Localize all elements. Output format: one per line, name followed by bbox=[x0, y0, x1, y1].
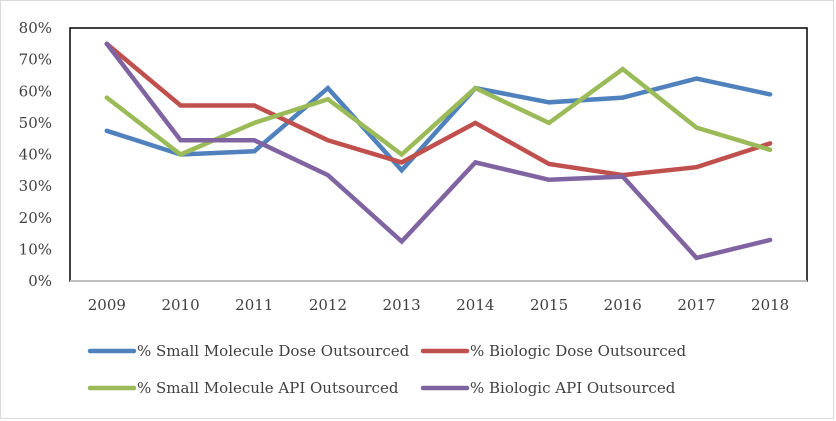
y-tick-label: 80% bbox=[19, 19, 52, 37]
x-tick-label: 2010 bbox=[161, 296, 199, 314]
x-tick-label: 2014 bbox=[456, 296, 494, 314]
legend-label: % Biologic Dose Outsourced bbox=[470, 342, 686, 360]
legend-label: % Small Molecule API Outsourced bbox=[137, 379, 399, 397]
x-axis: 2009 2010 2011 2012 2013 2014 2015 2016 2017 2018 bbox=[88, 296, 789, 314]
legend-item[interactable]: % Biologic Dose Outsourced bbox=[420, 342, 686, 360]
x-tick-label: 2018 bbox=[751, 296, 789, 314]
x-tick-label: 2011 bbox=[235, 296, 273, 314]
y-tick-label: 50% bbox=[19, 114, 52, 132]
legend-label: % Biologic API Outsourced bbox=[470, 379, 676, 397]
series-lines bbox=[104, 41, 773, 261]
y-tick-label: 60% bbox=[19, 82, 52, 100]
legend-item[interactable]: % Small Molecule API Outsourced bbox=[87, 379, 399, 397]
series-line-4 bbox=[104, 41, 773, 261]
y-axis: 0% 10% 20% 30% 40% 50% 60% 70% 80% bbox=[19, 19, 52, 290]
x-tick-label: 2017 bbox=[677, 296, 715, 314]
series-line-2 bbox=[104, 41, 773, 178]
y-tick-label: 70% bbox=[19, 51, 52, 69]
y-tick-label: 20% bbox=[19, 209, 52, 227]
legend-label: % Small Molecule Dose Outsourced bbox=[137, 342, 410, 360]
x-tick-label: 2013 bbox=[383, 296, 421, 314]
y-tick-label: 30% bbox=[19, 177, 52, 195]
legend-item[interactable]: % Small Molecule Dose Outsourced bbox=[87, 342, 410, 360]
legend: % Small Molecule Dose Outsourced % Biolog… bbox=[87, 342, 686, 397]
y-tick-label: 40% bbox=[19, 146, 52, 164]
x-tick-label: 2009 bbox=[88, 296, 126, 314]
y-tick-label: 0% bbox=[28, 272, 52, 290]
x-tick-label: 2016 bbox=[604, 296, 642, 314]
series-line-1 bbox=[104, 76, 773, 174]
x-tick-label: 2012 bbox=[309, 296, 347, 314]
x-tick-label: 2015 bbox=[530, 296, 568, 314]
y-tick-label: 10% bbox=[19, 240, 52, 258]
legend-item[interactable]: % Biologic API Outsourced bbox=[420, 379, 676, 397]
